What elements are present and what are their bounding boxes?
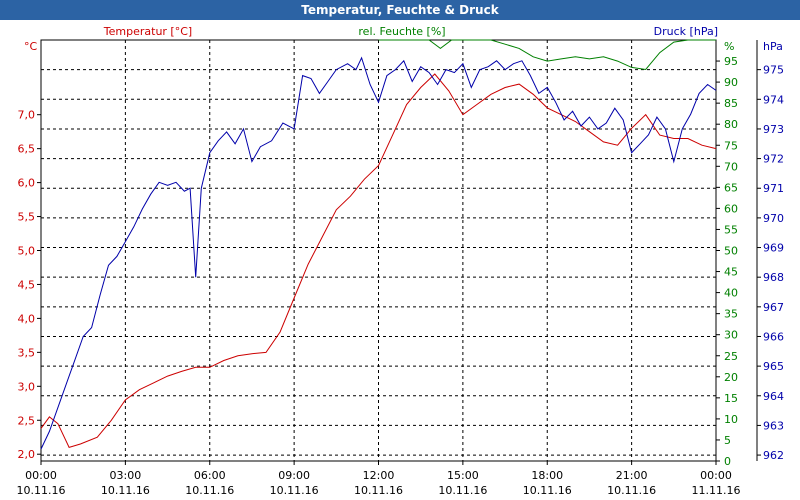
pressure-tick-label: 971 bbox=[763, 182, 784, 195]
x-tick-date: 10.11.16 bbox=[354, 484, 403, 497]
humidity-unit: % bbox=[724, 40, 734, 53]
pressure-unit: hPa bbox=[763, 40, 783, 53]
x-tick-time: 09:00 bbox=[278, 469, 310, 482]
x-tick-date: 10.11.16 bbox=[607, 484, 656, 497]
temperature-tick-label: 3,5 bbox=[18, 346, 36, 359]
pressure-tick-label: 966 bbox=[763, 330, 784, 343]
pressure-tick-label: 962 bbox=[763, 449, 784, 462]
temperature-tick-label: 2,0 bbox=[18, 448, 36, 461]
humidity-tick-label: 60 bbox=[724, 202, 738, 215]
x-tick-time: 00:00 bbox=[700, 469, 732, 482]
temperature-tick-label: 4,0 bbox=[18, 312, 36, 325]
x-tick-time: 12:00 bbox=[363, 469, 395, 482]
humidity-tick-label: 15 bbox=[724, 392, 738, 405]
humidity-tick-label: 50 bbox=[724, 245, 738, 258]
x-tick-date: 10.11.16 bbox=[17, 484, 66, 497]
series-label: Druck [hPa] bbox=[654, 25, 718, 38]
pressure-tick-label: 968 bbox=[763, 271, 784, 284]
pressure-tick-label: 970 bbox=[763, 212, 784, 225]
x-tick-date: 10.11.16 bbox=[101, 484, 150, 497]
pressure-tick-label: 972 bbox=[763, 153, 784, 166]
humidity-tick-label: 90 bbox=[724, 76, 738, 89]
pressure-line bbox=[40, 56, 717, 450]
pressure-tick-label: 965 bbox=[763, 360, 784, 373]
x-tick-time: 21:00 bbox=[616, 469, 648, 482]
temperature-tick-label: 5,5 bbox=[18, 211, 36, 224]
humidity-tick-label: 80 bbox=[724, 118, 738, 131]
humidity-tick-label: 45 bbox=[724, 266, 738, 279]
pressure-tick-label: 967 bbox=[763, 301, 784, 314]
series-label: Temperatur [°C] bbox=[103, 25, 192, 38]
x-tick-date: 10.11.16 bbox=[438, 484, 487, 497]
temperature-tick-label: 5,0 bbox=[18, 245, 36, 258]
temperature-line bbox=[40, 73, 717, 449]
temperature-tick-label: 6,0 bbox=[18, 177, 36, 190]
x-tick-time: 18:00 bbox=[531, 469, 563, 482]
humidity-line bbox=[378, 39, 716, 71]
temperature-tick-label: 6,5 bbox=[18, 143, 36, 156]
humidity-tick-label: 10 bbox=[724, 413, 738, 426]
humidity-tick-label: 40 bbox=[724, 287, 738, 300]
humidity-tick-label: 95 bbox=[724, 55, 738, 68]
x-tick-date: 10.11.16 bbox=[270, 484, 319, 497]
humidity-tick-label: 25 bbox=[724, 350, 738, 363]
pressure-tick-label: 963 bbox=[763, 419, 784, 432]
temperature-tick-label: 2,5 bbox=[18, 414, 36, 427]
x-tick-time: 03:00 bbox=[110, 469, 142, 482]
humidity-tick-label: 85 bbox=[724, 97, 738, 110]
temperature-tick-label: 7,0 bbox=[18, 109, 36, 122]
humidity-tick-label: 0 bbox=[724, 455, 731, 468]
pressure-tick-label: 964 bbox=[763, 390, 784, 403]
humidity-tick-label: 5 bbox=[724, 434, 731, 447]
humidity-tick-label: 55 bbox=[724, 223, 738, 236]
x-tick-date: 11.11.16 bbox=[692, 484, 741, 497]
pressure-tick-label: 975 bbox=[763, 64, 784, 77]
humidity-tick-label: 20 bbox=[724, 371, 738, 384]
humidity-tick-label: 65 bbox=[724, 181, 738, 194]
temperature-tick-label: 4,5 bbox=[18, 278, 36, 291]
pressure-tick-label: 973 bbox=[763, 123, 784, 136]
x-tick-date: 10.11.16 bbox=[185, 484, 234, 497]
x-tick-date: 10.11.16 bbox=[523, 484, 572, 497]
humidity-tick-label: 75 bbox=[724, 139, 738, 152]
humidity-tick-label: 70 bbox=[724, 160, 738, 173]
chart-title: Temperatur, Feuchte & Druck bbox=[0, 0, 800, 20]
x-tick-time: 15:00 bbox=[447, 469, 479, 482]
humidity-tick-label: 30 bbox=[724, 329, 738, 342]
pressure-tick-label: 969 bbox=[763, 242, 784, 255]
series-label: rel. Feuchte [%] bbox=[358, 25, 445, 38]
temperature-unit: °C bbox=[24, 40, 38, 53]
x-tick-time: 06:00 bbox=[194, 469, 226, 482]
pressure-tick-label: 974 bbox=[763, 93, 784, 106]
humidity-tick-label: 35 bbox=[724, 308, 738, 321]
temperature-tick-label: 3,0 bbox=[18, 380, 36, 393]
x-tick-time: 00:00 bbox=[25, 469, 57, 482]
